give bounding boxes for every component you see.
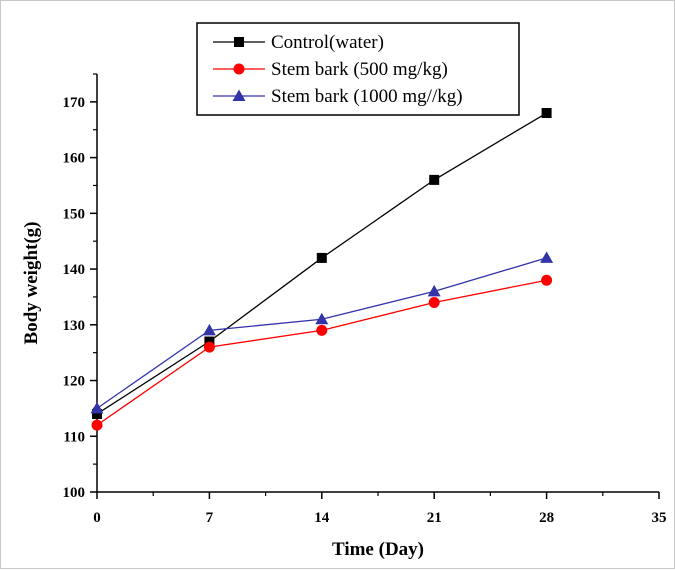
x-axis-title: Time (Day) xyxy=(332,539,424,560)
data-point xyxy=(427,284,441,297)
y-tick-label: 100 xyxy=(63,485,86,501)
x-tick-label: 0 xyxy=(93,510,101,526)
y-tick-label: 120 xyxy=(63,374,86,390)
data-point xyxy=(540,251,554,263)
y-tick-label: 130 xyxy=(63,318,86,334)
data-point xyxy=(316,252,327,263)
legend-item: Stem bark (500 mg/kg) xyxy=(213,59,448,80)
legend-label: Control(water) xyxy=(271,32,384,53)
data-point xyxy=(204,336,215,347)
data-point xyxy=(541,108,552,119)
legend-swatch-marker xyxy=(233,63,245,75)
x-tick-label: 35 xyxy=(652,510,667,526)
y-tick-label: 110 xyxy=(63,429,85,445)
legend-label: Stem bark (1000 mg//kg) xyxy=(271,86,463,107)
series-3 xyxy=(90,251,554,414)
y-tick-label: 150 xyxy=(63,206,86,222)
y-tick-label: 160 xyxy=(63,151,86,167)
legend-item: Control(water) xyxy=(213,32,384,53)
data-point xyxy=(541,274,553,286)
series-line xyxy=(96,112,547,415)
x-tick-label: 21 xyxy=(427,510,442,526)
series-1 xyxy=(92,108,552,419)
legend-label: Stem bark (500 mg/kg) xyxy=(271,59,448,80)
series-layer xyxy=(90,108,554,431)
data-point xyxy=(203,341,215,353)
data-point xyxy=(316,324,328,336)
x-tick-label: 28 xyxy=(539,510,554,526)
x-tick-label: 14 xyxy=(314,510,330,526)
axes xyxy=(96,74,659,493)
data-point xyxy=(315,312,329,325)
legend-item: Stem bark (1000 mg//kg) xyxy=(213,86,463,107)
legend-swatch-marker xyxy=(232,89,246,101)
data-point xyxy=(90,401,104,414)
legend: Control(water) Stem bark (500 mg/kg) Stem … xyxy=(196,22,520,116)
y-tick-label: 140 xyxy=(63,262,86,278)
y-axis-title: Body weight(g) xyxy=(21,222,42,345)
data-point xyxy=(91,419,103,431)
data-point xyxy=(429,174,440,185)
series-line xyxy=(96,279,547,426)
data-point xyxy=(428,297,440,309)
data-point xyxy=(92,408,102,419)
data-point xyxy=(202,323,216,336)
y-tick-label: 170 xyxy=(63,95,86,111)
ticks: 0 7 14 21 28 35 100 110 120 130 140 150 160 170 xyxy=(63,73,667,526)
legend-swatch-marker xyxy=(234,37,244,47)
x-tick-label: 7 xyxy=(206,510,214,526)
series-2 xyxy=(91,274,553,431)
